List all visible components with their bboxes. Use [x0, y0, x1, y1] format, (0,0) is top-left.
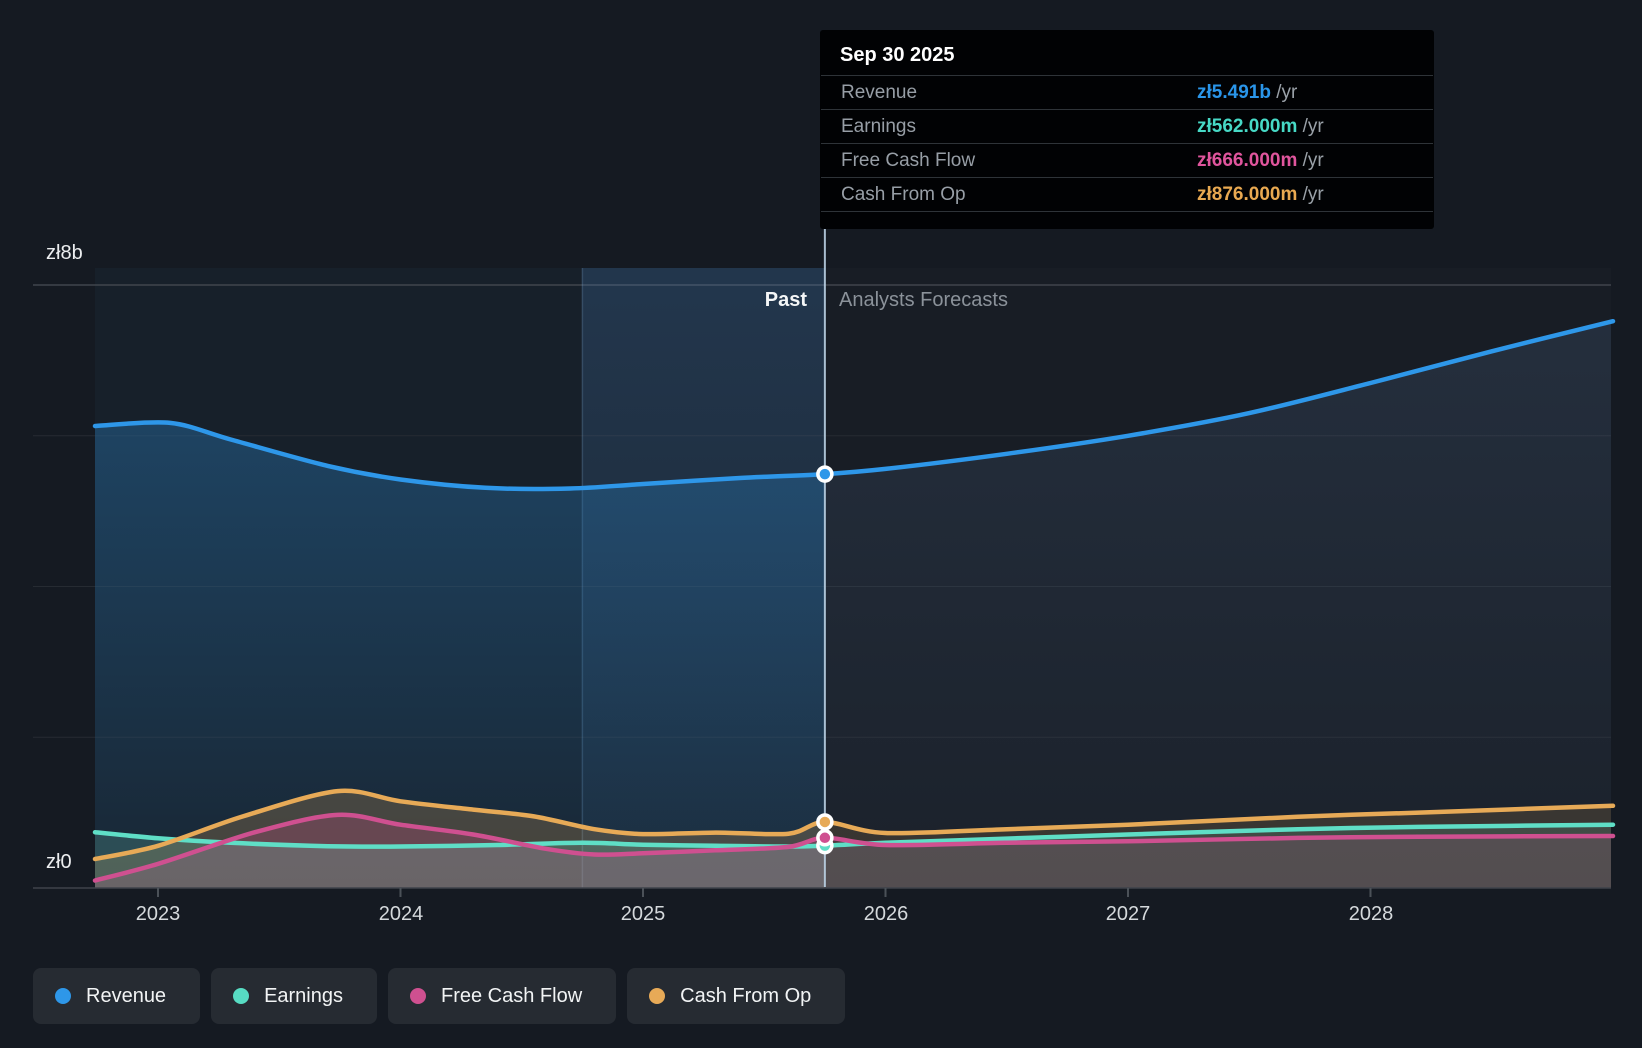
chart-legend: Revenue Earnings Free Cash Flow Cash Fro… [33, 968, 846, 1024]
legend-item-earnings[interactable]: Earnings [211, 968, 377, 1024]
area-forecast-free-cash-flow [824, 836, 1611, 888]
y-axis-label-0: zł0 [46, 851, 72, 873]
past-zone-label: Past [764, 289, 807, 311]
legend-item-revenue[interactable]: Revenue [33, 968, 201, 1024]
area-past-cash-from-op [95, 790, 825, 888]
tooltip-value: zł666.000m /yr [1197, 149, 1324, 171]
tooltip-row-revenue: Revenue zł5.491b /yr [821, 75, 1433, 109]
earnings-swatch-icon [233, 988, 250, 1004]
x-axis-label-2026: 2026 [863, 903, 909, 925]
revenue-swatch-icon [55, 988, 71, 1004]
tooltip-row-free-cash-flow: Free Cash Flow zł666.000m /yr [821, 143, 1433, 177]
cash-from-op-swatch-icon [649, 988, 666, 1004]
y-axis-label-8b: zł8b [46, 242, 83, 264]
x-axis-label-2024: 2024 [378, 903, 424, 925]
legend-item-free-cash-flow[interactable]: Free Cash Flow [388, 968, 617, 1024]
legend-item-label: Free Cash Flow [441, 984, 583, 1007]
tooltip-row-earnings: Earnings zł562.000m /yr [821, 109, 1433, 143]
forecast-zone-label: Analysts Forecasts [839, 289, 1008, 311]
tooltip-date: Sep 30 2025 [840, 44, 955, 66]
tooltip-label: Revenue [841, 81, 918, 103]
chart-tooltip: Sep 30 2025 Revenue zł5.491b /yr Earning… [820, 30, 1434, 229]
area-past-free-cash-flow [95, 814, 825, 888]
tooltip-label: Earnings [841, 115, 916, 137]
marker-free-cash-flow [816, 829, 834, 847]
tooltip-value: zł876.000m /yr [1197, 183, 1324, 205]
x-axis-label-2028: 2028 [1348, 903, 1394, 925]
tooltip-value: zł562.000m /yr [1197, 115, 1324, 137]
tooltip-value: zł5.491b /yr [1197, 81, 1298, 103]
tooltip-label: Cash From Op [841, 183, 966, 205]
marker-cash-from-op [816, 813, 834, 831]
area-forecast-revenue [824, 321, 1611, 888]
x-axis-label-2023: 2023 [135, 903, 181, 925]
x-axis-label-2027: 2027 [1105, 903, 1151, 925]
series-line-revenue [92, 318, 1616, 492]
tooltip-label: Free Cash Flow [841, 149, 976, 171]
area-past-revenue [95, 422, 825, 888]
tooltip-row-cash-from-op: Cash From Op zł876.000m /yr [821, 177, 1433, 212]
series-line-cash-from-op [92, 788, 1616, 862]
legend-item-cash-from-op[interactable]: Cash From Op [627, 968, 846, 1024]
legend-item-label: Cash From Op [680, 984, 812, 1007]
free-cash-flow-swatch-icon [410, 988, 426, 1004]
marker-revenue [816, 465, 834, 483]
legend-item-label: Earnings [264, 984, 343, 1007]
x-axis-label-2025: 2025 [620, 903, 666, 925]
legend-item-label: Revenue [86, 984, 167, 1007]
series-line-free-cash-flow [92, 812, 1616, 883]
